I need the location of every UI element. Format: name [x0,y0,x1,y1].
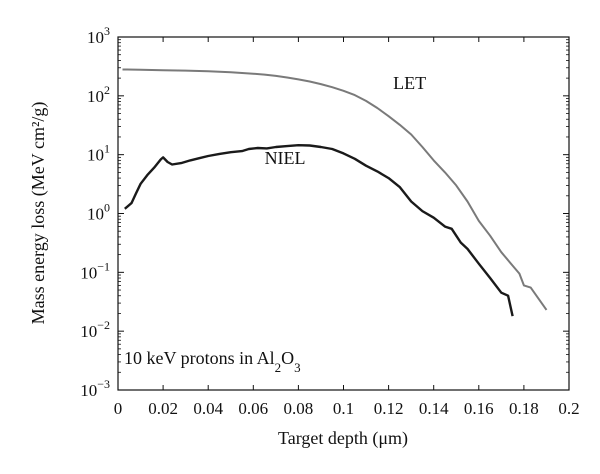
y-tick-exponent: 3 [104,24,110,38]
y-tick-exponent: 2 [104,83,110,97]
series-layer [122,68,548,317]
chart-annotation: 10 keV protons in Al2O3 [124,348,301,375]
y-tick-base: 10 [87,146,104,165]
x-tick-label: 0.16 [464,399,494,418]
x-tick-label: 0.18 [509,399,539,418]
y-tick-label: 103 [87,24,110,47]
y-tick-label: 10−2 [80,318,110,341]
y-tick-label: 100 [87,201,110,224]
series-label-niel: NIEL [265,148,306,168]
y-tick-base: 10 [87,28,104,47]
y-tick-base: 10 [80,263,97,282]
x-axis-ticks: 0 0.02 0.04 0.06 0.08 0.1 0.12 0.14 0.16 0.18 0.2 [114,37,580,418]
y-tick-label: 10−1 [80,259,110,282]
annotation-mid: O [281,348,294,368]
x-tick-label: 0.12 [374,399,404,418]
y-tick-base: 10 [87,205,104,224]
y-tick-exponent: −2 [97,318,110,332]
x-tick-label: 0 [114,399,123,418]
y-tick-label: 10−3 [80,377,110,400]
y-tick-base: 10 [80,381,97,400]
y-tick-base: 10 [87,87,104,106]
y-tick-exponent: 1 [104,142,110,156]
y-tick-exponent: −3 [97,377,110,391]
y-tick-label: 101 [87,142,110,165]
annotation-sub2: 3 [294,360,301,375]
series-label-let: LET [393,73,426,93]
annotation-prefix: 10 keV protons in Al [124,348,275,368]
x-tick-label: 0.06 [238,399,268,418]
x-tick-label: 0.04 [193,399,223,418]
series-label-layer: LET NIEL [265,73,427,168]
series-niel-line [124,144,514,317]
x-tick-label: 0.1 [333,399,354,418]
y-tick-label: 102 [87,83,110,106]
y-tick-exponent: 0 [104,201,110,215]
x-tick-label: 0.2 [558,399,579,418]
annotation-sub1: 2 [275,360,282,375]
y-tick-base: 10 [80,322,97,341]
x-axis-label: Target depth (μm) [278,428,408,449]
x-tick-label: 0.14 [419,399,449,418]
y-tick-exponent: −1 [97,259,110,273]
series-let-line [122,68,548,311]
x-tick-label: 0.08 [284,399,314,418]
y-axis-label: Mass energy loss (MeV cm²/g) [28,102,49,325]
x-tick-label: 0.02 [148,399,178,418]
